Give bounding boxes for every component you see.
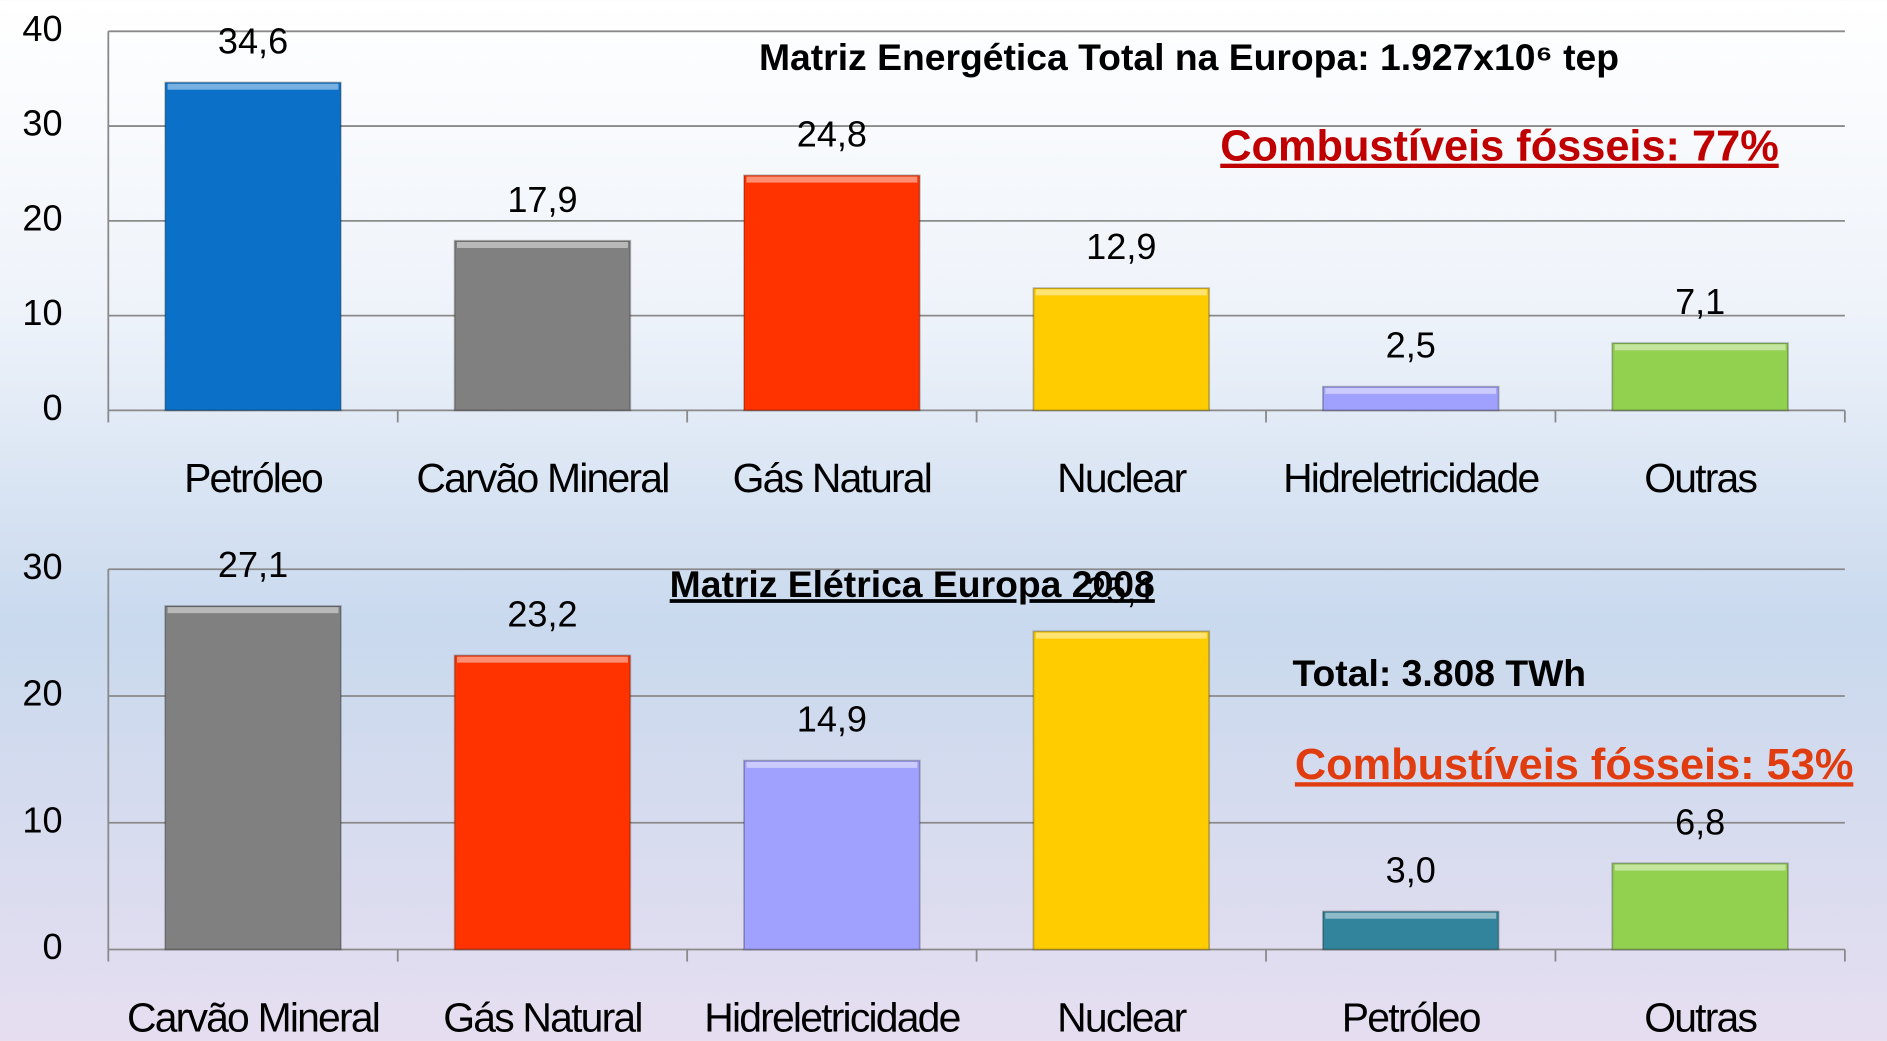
x-tick-label: Gás Natural: [733, 455, 931, 501]
x-tick-label: Carvão Mineral: [416, 455, 668, 501]
bar-highlight: [1614, 344, 1786, 351]
x-tick-label: Nuclear: [1057, 994, 1187, 1040]
y-tick-label: 20: [22, 197, 62, 238]
annotation: Combustíveis fósseis: 53%: [1295, 741, 1853, 789]
bar-highlight: [1035, 289, 1207, 296]
value-label: 25,1: [1086, 569, 1156, 610]
value-label: 34,6: [218, 20, 288, 61]
y-tick-label: 40: [22, 8, 62, 49]
chart-title: Matriz Elétrica Europa 2008: [670, 563, 1155, 605]
bar: [743, 174, 921, 412]
x-tick-label: Hidreletricidade: [704, 994, 959, 1040]
x-tick-label: Carvão Mineral: [127, 994, 379, 1040]
x-tick-label: Outras: [1644, 994, 1756, 1040]
bar: [1032, 287, 1211, 412]
bar-highlight: [167, 83, 339, 90]
bar-highlight: [1035, 632, 1207, 639]
y-tick-label: 30: [22, 546, 62, 587]
bar: [1611, 862, 1789, 951]
bar-highlight: [1325, 912, 1497, 919]
x-tick-label: Hidreletricidade: [1283, 455, 1538, 501]
bar: [1321, 385, 1500, 412]
bar: [453, 239, 632, 412]
bar: [453, 654, 632, 951]
value-label: 2,5: [1386, 325, 1436, 366]
bar: [1321, 910, 1500, 951]
bar-highlight: [457, 241, 628, 248]
bar-highlight: [457, 656, 628, 663]
x-tick-label: Petróleo: [1342, 994, 1481, 1040]
y-tick-label: 0: [43, 926, 63, 967]
value-label: 14,9: [797, 699, 867, 740]
annotation: Total: 3.808 TWh: [1293, 652, 1587, 694]
value-label: 23,2: [507, 593, 577, 634]
x-tick-label: Gás Natural: [443, 994, 641, 1040]
chart-title: Matriz Energética Total na Europa: 1.927…: [759, 36, 1619, 78]
value-label: 24,8: [797, 113, 867, 154]
x-tick-label: Outras: [1644, 455, 1756, 501]
x-tick-label: Petróleo: [184, 455, 323, 501]
value-label: 27,1: [218, 544, 288, 585]
bar: [743, 759, 921, 951]
bar-highlight: [746, 761, 918, 768]
bar: [164, 81, 342, 412]
value-label: 17,9: [507, 179, 577, 220]
value-label: 12,9: [1086, 226, 1156, 267]
bar-highlight: [1325, 387, 1497, 394]
annotation: Combustíveis fósseis: 77%: [1220, 123, 1778, 171]
y-tick-label: 10: [22, 292, 62, 333]
bar: [1611, 342, 1789, 412]
y-tick-label: 20: [22, 673, 62, 714]
value-label: 6,8: [1675, 801, 1725, 842]
y-tick-label: 0: [43, 387, 63, 428]
bar-highlight: [167, 607, 339, 614]
y-tick-label: 10: [22, 799, 62, 840]
value-label: 3,0: [1386, 850, 1436, 891]
value-label: 7,1: [1675, 281, 1725, 322]
bar-highlight: [746, 176, 918, 183]
bar-highlight: [1614, 864, 1786, 871]
y-tick-label: 30: [22, 103, 62, 144]
x-tick-label: Nuclear: [1057, 455, 1187, 501]
bar: [1032, 630, 1211, 951]
bar: [164, 605, 342, 951]
